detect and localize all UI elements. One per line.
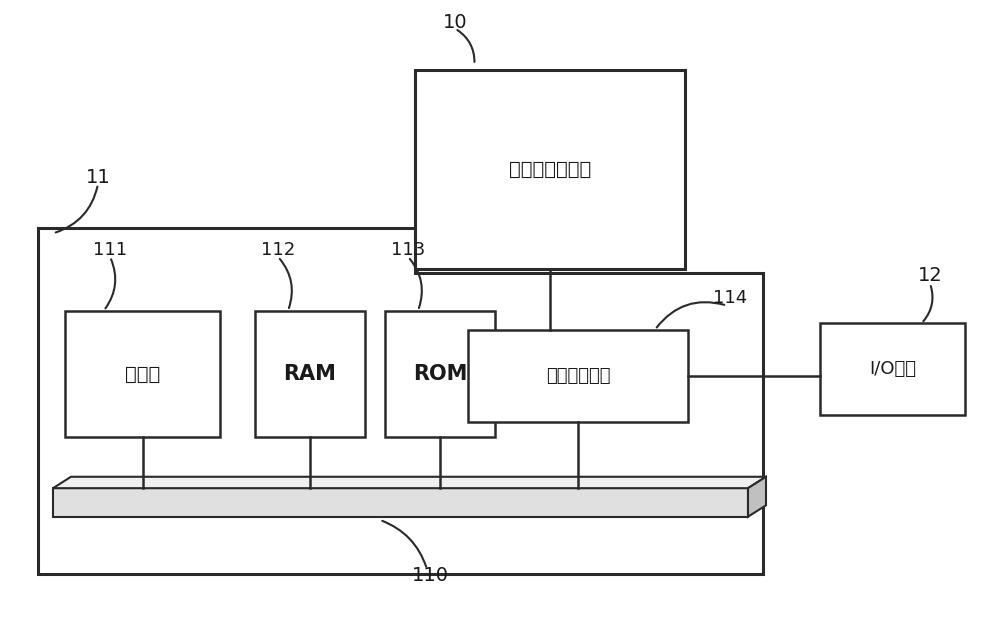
- Text: 存储器存储装置: 存储器存储装置: [509, 160, 591, 179]
- Text: RAM: RAM: [284, 364, 336, 384]
- Text: 113: 113: [391, 242, 425, 259]
- Text: 111: 111: [93, 242, 127, 259]
- Text: 11: 11: [86, 168, 110, 187]
- Text: 110: 110: [412, 566, 448, 585]
- Bar: [385, 311, 495, 437]
- Bar: [255, 311, 365, 437]
- Text: 处理器: 处理器: [125, 365, 160, 384]
- Text: 10: 10: [443, 13, 467, 32]
- Polygon shape: [53, 477, 766, 488]
- PathPatch shape: [38, 228, 763, 574]
- Text: 114: 114: [713, 289, 747, 307]
- Text: 12: 12: [918, 266, 942, 285]
- Bar: [415, 70, 685, 269]
- Text: 数据传输接口: 数据传输接口: [546, 366, 610, 385]
- Text: I/O装置: I/O装置: [869, 360, 916, 378]
- Text: 112: 112: [261, 242, 295, 259]
- Bar: [65, 311, 220, 437]
- Bar: [468, 330, 688, 422]
- Bar: [820, 323, 965, 415]
- Text: ROM: ROM: [413, 364, 467, 384]
- Bar: [53, 488, 748, 517]
- Polygon shape: [748, 477, 766, 517]
